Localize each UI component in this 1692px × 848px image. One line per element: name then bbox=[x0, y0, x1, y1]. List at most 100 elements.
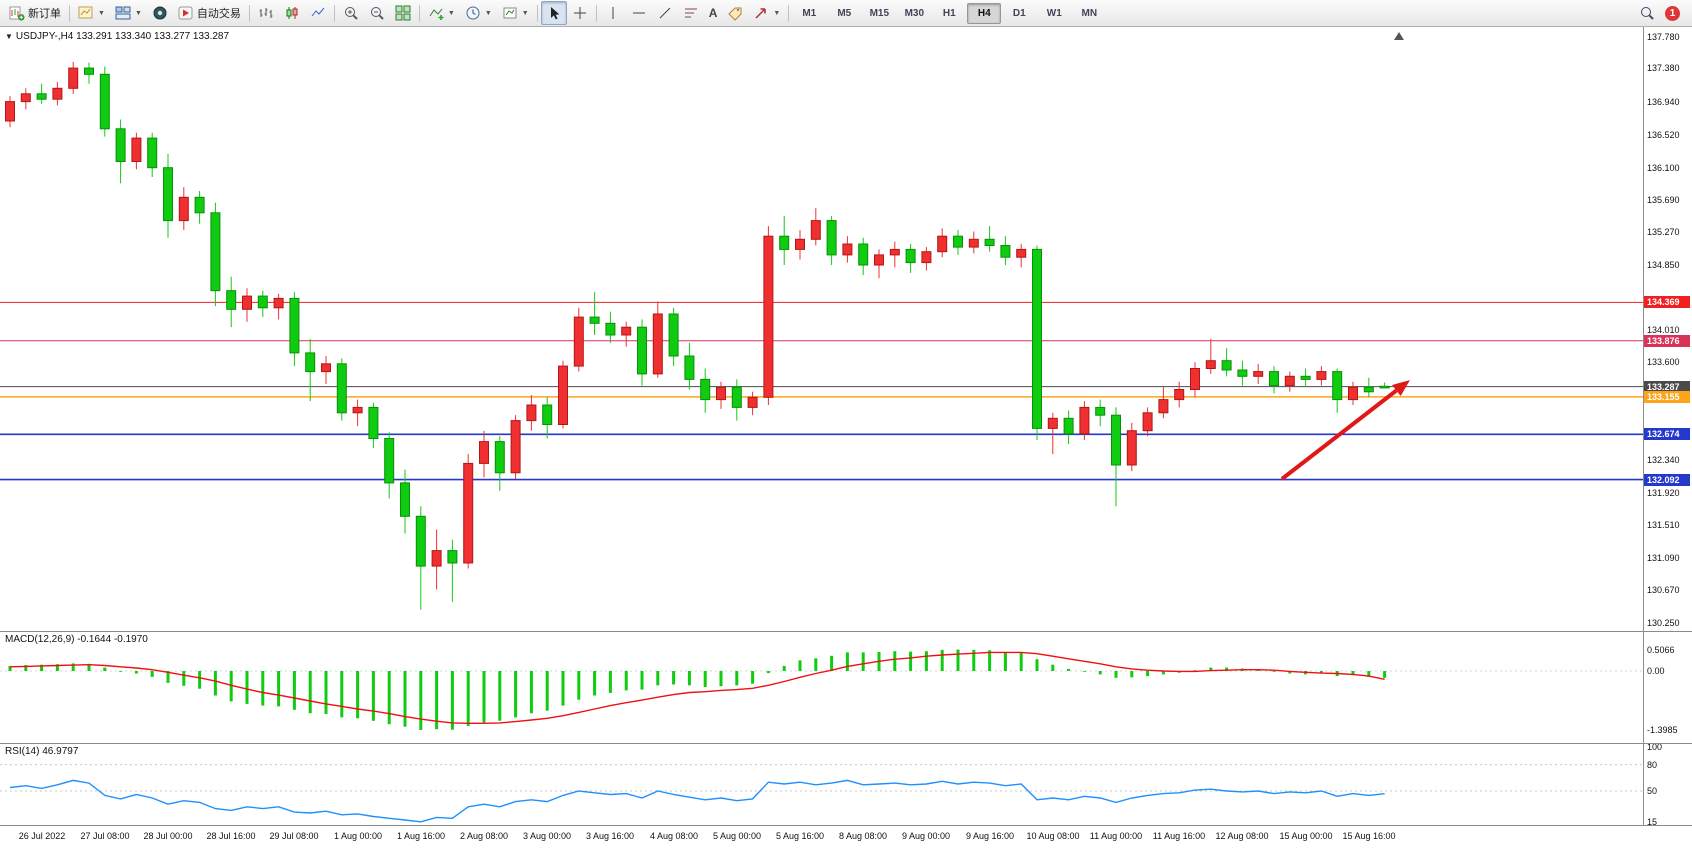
autotrading-button[interactable]: 自动交易 bbox=[173, 1, 246, 25]
timeframe-button-w1[interactable]: W1 bbox=[1046, 7, 1062, 19]
cursor-tool-button[interactable] bbox=[540, 1, 567, 25]
profiles-button[interactable]: ▼ bbox=[110, 1, 147, 25]
one-click-trading-toggle[interactable]: ▼ bbox=[5, 32, 13, 41]
price-axis-label: 131.090 bbox=[1647, 553, 1680, 563]
time-axis-label: 28 Jul 00:00 bbox=[143, 831, 193, 841]
time-axis-label: 5 Aug 16:00 bbox=[775, 831, 825, 841]
crosshair-icon bbox=[573, 7, 586, 19]
toolbar-separator bbox=[248, 4, 250, 22]
toolbar-separator bbox=[333, 4, 335, 22]
time-axis-label: 12 Aug 08:00 bbox=[1215, 831, 1269, 841]
chart-window[interactable]: 137.780 137.380 136.940 136.520 136.100 135.6… bbox=[0, 27, 1692, 848]
autotrading-label: 自动交易 bbox=[196, 8, 241, 20]
bars-chart-type-button[interactable] bbox=[253, 1, 279, 25]
trendline-tool-button[interactable] bbox=[652, 1, 678, 25]
timeframe-button-m15[interactable]: M15 bbox=[869, 7, 890, 19]
line-chart-type-button[interactable] bbox=[305, 1, 331, 25]
pane-separator[interactable] bbox=[0, 631, 1692, 632]
indicators-button[interactable]: ▼ bbox=[423, 1, 460, 25]
time-axis-label: 15 Aug 00:00 bbox=[1279, 831, 1333, 841]
toolbar-separator bbox=[788, 4, 790, 22]
macd-signal-line bbox=[9, 651, 1385, 725]
toolbar-separator bbox=[595, 4, 597, 22]
timeframe-button-mn[interactable]: MN bbox=[1081, 7, 1098, 19]
price-axis-label: 136.940 bbox=[1647, 97, 1680, 107]
dropdown-caret-icon: ▼ bbox=[773, 9, 781, 17]
main-toolbar: 新订单 ▼ ▼ 自动交易 bbox=[0, 0, 1692, 27]
line-chart-icon bbox=[311, 7, 325, 17]
time-axis-label: 9 Aug 16:00 bbox=[965, 831, 1015, 841]
price-axis-label: 135.270 bbox=[1647, 227, 1680, 237]
fibonacci-tool-button[interactable] bbox=[678, 1, 704, 25]
crosshair-tool-button[interactable] bbox=[567, 1, 593, 25]
zoom-out-button[interactable] bbox=[364, 1, 390, 25]
main-price-pane[interactable] bbox=[0, 27, 1644, 631]
horizontal-line-icon bbox=[632, 12, 645, 14]
new-order-icon bbox=[9, 6, 25, 21]
rsi-axis-label: 80 bbox=[1647, 760, 1658, 770]
price-axis-label: 131.920 bbox=[1647, 488, 1680, 498]
pane-separator[interactable] bbox=[0, 743, 1692, 744]
rsi-axis-label: 100 bbox=[1647, 742, 1663, 752]
time-axis-label: 5 Aug 00:00 bbox=[712, 831, 762, 841]
price-axis-label: 136.100 bbox=[1647, 163, 1680, 173]
cursor-icon bbox=[550, 7, 559, 20]
text-tool-icon: A bbox=[708, 6, 718, 20]
periods-button[interactable]: ▼ bbox=[460, 1, 497, 25]
fibonacci-icon bbox=[684, 8, 697, 18]
trend-arrow-annotation[interactable] bbox=[1280, 380, 1410, 481]
new-chart-button[interactable]: ▼ bbox=[73, 1, 110, 25]
rsi-axis-label: 15 bbox=[1647, 817, 1658, 827]
timeframe-button-m30[interactable]: M30 bbox=[904, 7, 925, 19]
macd-indicator-pane[interactable] bbox=[0, 631, 1644, 743]
timeframe-button-h4[interactable]: H4 bbox=[967, 2, 1002, 24]
time-axis-label: 11 Aug 00:00 bbox=[1089, 831, 1143, 841]
data-window-icon bbox=[153, 6, 167, 20]
notification-badge[interactable]: 1 bbox=[1665, 5, 1680, 21]
text-tool-button[interactable]: A bbox=[704, 1, 723, 25]
rsi-indicator-pane[interactable] bbox=[0, 743, 1644, 825]
new-order-label: 新订单 bbox=[28, 8, 61, 20]
timeframe-button-d1[interactable]: D1 bbox=[1012, 7, 1026, 19]
chart-title-ohlc: USDJPY-,H4 133.291 133.340 133.277 133.2… bbox=[15, 31, 230, 42]
price-axis-label: 137.780 bbox=[1647, 32, 1680, 42]
time-axis[interactable]: 26 Jul 2022 27 Jul 08:00 28 Jul 00:00 28 Ju… bbox=[0, 825, 1692, 848]
tile-windows-button[interactable] bbox=[390, 1, 416, 25]
candlestick-chart-type-button[interactable] bbox=[279, 1, 305, 25]
clock-icon bbox=[466, 6, 480, 20]
new-order-button[interactable]: 新订单 bbox=[4, 1, 66, 25]
search-icon bbox=[1641, 7, 1654, 20]
search-button[interactable] bbox=[1634, 1, 1660, 25]
data-window-button[interactable] bbox=[147, 1, 173, 25]
time-axis-label: 29 Jul 08:00 bbox=[269, 831, 319, 841]
tile-windows-icon bbox=[395, 5, 411, 21]
rsi-axis-label: 50 bbox=[1647, 786, 1658, 796]
horizontal-line-tool-button[interactable] bbox=[626, 1, 652, 25]
time-axis-label: 10 Aug 08:00 bbox=[1026, 831, 1080, 841]
time-axis-label: 8 Aug 08:00 bbox=[838, 831, 888, 841]
rsi-line bbox=[9, 779, 1385, 823]
templates-button[interactable]: ▼ bbox=[497, 1, 534, 25]
timeframe-button-m1[interactable]: M1 bbox=[802, 7, 817, 19]
templates-icon bbox=[503, 7, 517, 19]
profiles-icon bbox=[115, 6, 131, 20]
time-axis-label: 1 Aug 00:00 bbox=[333, 831, 383, 841]
macd-axis-label: 0.5066 bbox=[1647, 645, 1675, 655]
toolbar-separator bbox=[69, 4, 70, 22]
timeframe-group: M1 M5 M15 M30 H1 H4 D1 W1 MN bbox=[792, 2, 1106, 24]
price-axis-label: 133.600 bbox=[1647, 357, 1680, 367]
time-axis-label: 1 Aug 16:00 bbox=[396, 831, 446, 841]
timeframe-button-h1[interactable]: H1 bbox=[942, 7, 956, 19]
price-axis[interactable]: 137.780 137.380 136.940 136.520 136.100 135.6… bbox=[1643, 27, 1692, 827]
arrow-shape-icon bbox=[755, 8, 767, 19]
zoom-in-button[interactable] bbox=[338, 1, 364, 25]
shapes-tool-button[interactable]: ▼ bbox=[748, 1, 785, 25]
label-tool-button[interactable] bbox=[722, 1, 748, 25]
timeframe-button-m5[interactable]: M5 bbox=[837, 7, 852, 19]
price-axis-label: 130.250 bbox=[1647, 618, 1680, 628]
price-tag: 134.369 bbox=[1644, 296, 1690, 308]
trendline-icon bbox=[659, 7, 671, 19]
vertical-line-tool-button[interactable] bbox=[600, 1, 626, 25]
dropdown-caret-icon: ▼ bbox=[521, 9, 529, 17]
chart-shift-marker[interactable] bbox=[1394, 32, 1404, 40]
